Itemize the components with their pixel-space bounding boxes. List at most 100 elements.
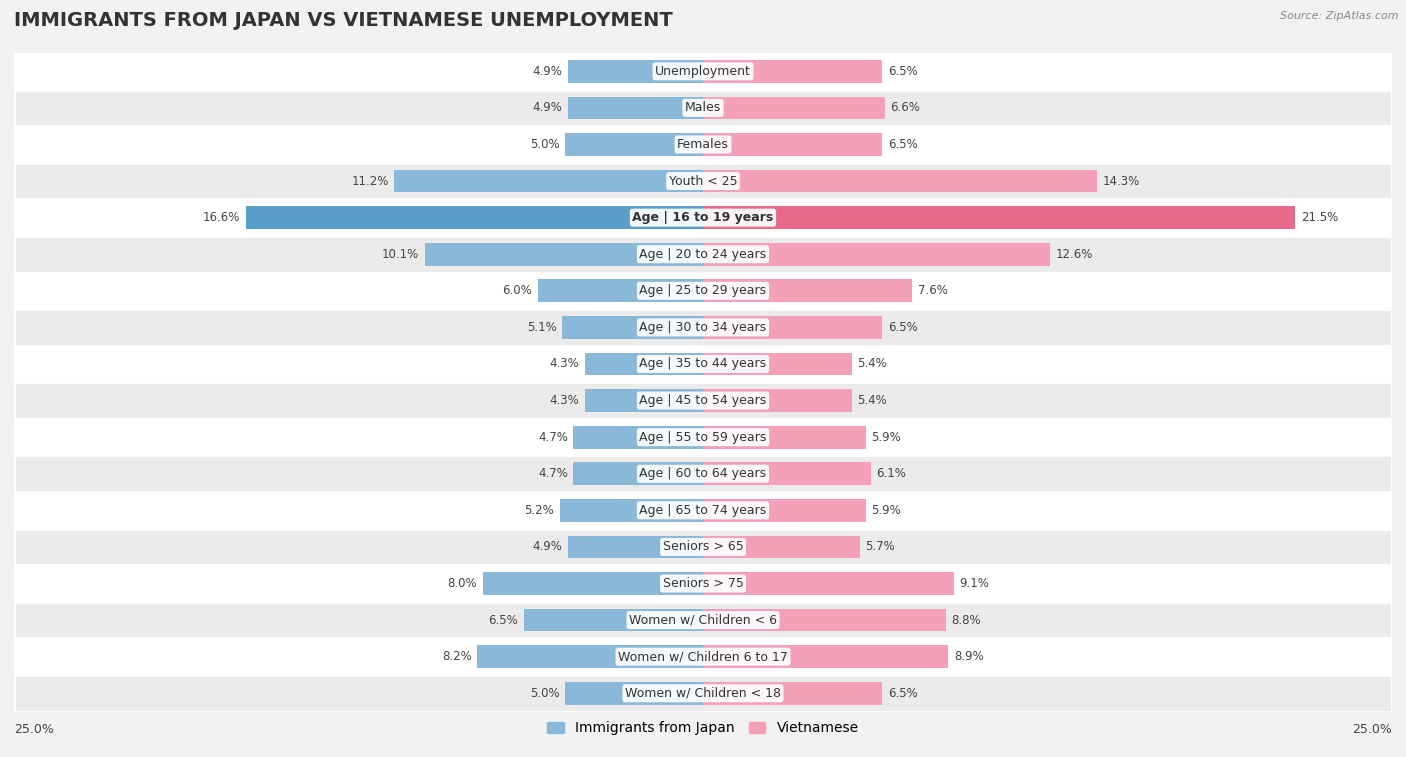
Text: Unemployment: Unemployment [655,65,751,78]
Text: 8.8%: 8.8% [950,614,980,627]
Text: 4.7%: 4.7% [538,431,568,444]
Bar [703,499,866,522]
Text: 5.9%: 5.9% [872,504,901,517]
Text: 5.2%: 5.2% [524,504,554,517]
Bar [482,572,703,595]
Bar [568,97,703,119]
Bar [574,463,703,485]
Bar [568,536,703,558]
Bar [703,389,852,412]
Text: 7.6%: 7.6% [918,285,948,298]
Text: Age | 35 to 44 years: Age | 35 to 44 years [640,357,766,370]
Text: 4.9%: 4.9% [533,540,562,553]
Bar [477,646,703,668]
Bar [14,346,1392,382]
Text: IMMIGRANTS FROM JAPAN VS VIETNAMESE UNEMPLOYMENT: IMMIGRANTS FROM JAPAN VS VIETNAMESE UNEM… [14,11,673,30]
Text: 5.4%: 5.4% [858,357,887,370]
Bar [562,316,703,338]
Bar [14,53,1392,89]
Bar [246,207,703,229]
Text: 4.9%: 4.9% [533,101,562,114]
Text: 5.0%: 5.0% [530,138,560,151]
Bar [14,675,1392,712]
Bar [14,638,1392,675]
Text: 4.3%: 4.3% [550,394,579,407]
Text: 6.0%: 6.0% [502,285,531,298]
Text: Source: ZipAtlas.com: Source: ZipAtlas.com [1281,11,1399,21]
Bar [14,199,1392,236]
Bar [703,353,852,375]
Bar [14,236,1392,273]
Text: 5.1%: 5.1% [527,321,557,334]
Bar [703,463,872,485]
Text: Age | 30 to 34 years: Age | 30 to 34 years [640,321,766,334]
Text: Seniors > 75: Seniors > 75 [662,577,744,590]
Bar [394,170,703,192]
Text: 11.2%: 11.2% [352,175,389,188]
Bar [524,609,703,631]
Text: 25.0%: 25.0% [1353,723,1392,736]
Bar [703,133,882,156]
Bar [568,60,703,83]
Bar [703,60,882,83]
Text: Age | 16 to 19 years: Age | 16 to 19 years [633,211,773,224]
Bar [14,309,1392,346]
Text: 4.7%: 4.7% [538,467,568,480]
Text: 6.5%: 6.5% [489,614,519,627]
Text: Youth < 25: Youth < 25 [669,175,737,188]
Bar [574,426,703,448]
Text: Seniors > 65: Seniors > 65 [662,540,744,553]
Bar [14,163,1392,199]
Bar [14,492,1392,528]
Text: Women w/ Children < 18: Women w/ Children < 18 [626,687,780,699]
Bar [703,170,1097,192]
Bar [14,273,1392,309]
Text: 8.0%: 8.0% [447,577,477,590]
Text: Females: Females [678,138,728,151]
Text: 10.1%: 10.1% [382,248,419,260]
Text: 21.5%: 21.5% [1301,211,1339,224]
Text: 25.0%: 25.0% [14,723,53,736]
Bar [703,207,1295,229]
Text: 6.5%: 6.5% [887,687,917,699]
Text: Age | 55 to 59 years: Age | 55 to 59 years [640,431,766,444]
Text: Age | 45 to 54 years: Age | 45 to 54 years [640,394,766,407]
Text: 6.5%: 6.5% [887,138,917,151]
Text: 5.0%: 5.0% [530,687,560,699]
Text: Women w/ Children 6 to 17: Women w/ Children 6 to 17 [619,650,787,663]
Bar [14,565,1392,602]
Bar [703,316,882,338]
Bar [703,97,884,119]
Bar [703,646,948,668]
Text: 6.1%: 6.1% [876,467,907,480]
Text: Age | 65 to 74 years: Age | 65 to 74 years [640,504,766,517]
Bar [703,572,953,595]
Text: 14.3%: 14.3% [1102,175,1140,188]
Text: 8.2%: 8.2% [441,650,471,663]
Text: Males: Males [685,101,721,114]
Text: Women w/ Children < 6: Women w/ Children < 6 [628,614,778,627]
Text: 8.9%: 8.9% [953,650,984,663]
Bar [565,682,703,705]
Text: 4.3%: 4.3% [550,357,579,370]
Bar [14,382,1392,419]
Bar [703,279,912,302]
Bar [703,682,882,705]
Text: 6.5%: 6.5% [887,65,917,78]
Legend: Immigrants from Japan, Vietnamese: Immigrants from Japan, Vietnamese [541,716,865,741]
Text: 5.7%: 5.7% [866,540,896,553]
Text: 6.6%: 6.6% [890,101,921,114]
Bar [425,243,703,266]
Text: 9.1%: 9.1% [959,577,990,590]
Bar [703,243,1050,266]
Bar [537,279,703,302]
Bar [14,456,1392,492]
Bar [585,389,703,412]
Bar [565,133,703,156]
Bar [14,528,1392,565]
Text: 5.9%: 5.9% [872,431,901,444]
Bar [14,602,1392,638]
Text: 6.5%: 6.5% [887,321,917,334]
Bar [14,89,1392,126]
Bar [703,536,860,558]
